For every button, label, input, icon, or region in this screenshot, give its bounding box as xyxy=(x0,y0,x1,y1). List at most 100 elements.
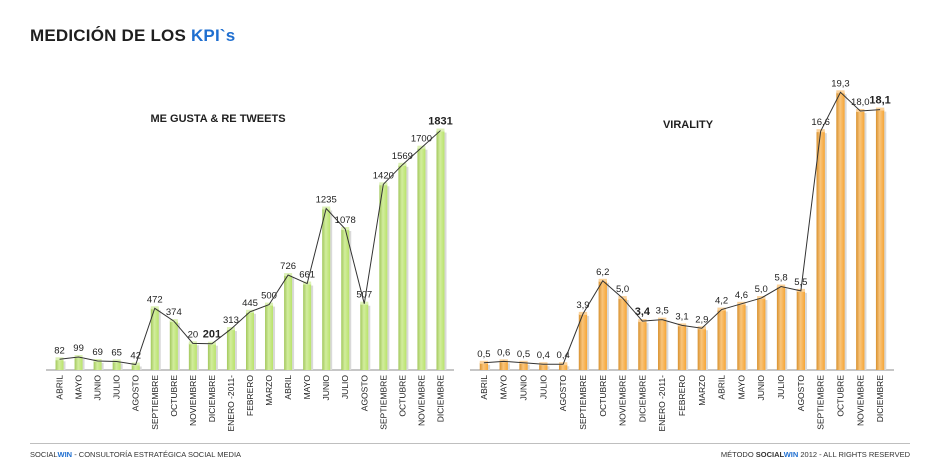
chart-0-bar xyxy=(265,304,274,370)
chart-0-category-label: JUNIO xyxy=(321,375,331,401)
chart-1-category-label: MAYO xyxy=(736,375,746,400)
chart-0-category-label: MARZO xyxy=(264,375,274,406)
chart-1-category-label: ABRIL xyxy=(479,375,489,400)
footer-right: MÉTODO SOCIALWIN 2012 - ALL RIGHTS RESER… xyxy=(721,450,910,459)
chart-0-category-label: DICIEMBRE xyxy=(207,375,217,423)
chart-1-bar xyxy=(677,325,687,370)
chart-1-category-label: MAYO xyxy=(499,375,509,400)
chart-0-value-label: 1420 xyxy=(373,170,394,181)
chart-1-bar xyxy=(796,290,806,370)
chart-1-value-label: 3,4 xyxy=(635,306,651,318)
footer: SOCIALWIN - CONSULTORÍA ESTRATÉGICA SOCI… xyxy=(30,443,910,459)
chart-0-bar xyxy=(246,311,254,370)
chart-0-category-label: AGOSTO xyxy=(131,375,141,412)
chart-1-bar xyxy=(816,131,825,370)
chart-0-value-label: 1235 xyxy=(316,195,337,206)
chart-0-category-label: NOVIEMBRE xyxy=(416,375,426,426)
chart-0-bar xyxy=(74,357,83,370)
chart-0-category-label: OCTUBRE xyxy=(169,375,179,417)
chart-0-bar xyxy=(341,229,350,370)
chart-0-category-label: JUNIO xyxy=(93,375,103,401)
chart-1-value-label: 16,6 xyxy=(811,117,830,128)
footer-left: SOCIALWIN - CONSULTORÍA ESTRATÉGICA SOCI… xyxy=(30,450,241,459)
chart-1-bar xyxy=(737,303,746,370)
chart-1-bar xyxy=(519,362,528,370)
chart-1-bar xyxy=(479,362,489,370)
chart-1-bar xyxy=(558,364,568,370)
chart-0-bar xyxy=(417,147,426,370)
footer-brand: SOCIAL xyxy=(30,450,58,459)
chart-1-bar xyxy=(658,319,667,370)
chart-1-value-label: 3,1 xyxy=(675,311,688,322)
chart-1-category-label: JUNIO xyxy=(519,375,529,401)
chart-0-category-label: DICIEMBRE xyxy=(435,375,445,423)
chart-0-value-label: 99 xyxy=(73,343,84,354)
chart-1-value-label: 0,6 xyxy=(497,347,510,358)
chart-0-bar xyxy=(303,283,312,370)
chart-1-category-label: NOVIEMBRE xyxy=(618,375,628,426)
chart-0-value-label: 445 xyxy=(242,298,258,309)
chart-0-bar xyxy=(379,184,388,370)
chart-0-value-label: 1831 xyxy=(428,116,452,128)
chart-0-category-label: OCTUBRE xyxy=(397,375,407,417)
chart-0-category-label: ABRIL xyxy=(283,375,293,400)
chart-1-category-label: JULIO xyxy=(776,375,786,399)
chart-1-value-label: 19,3 xyxy=(831,78,850,89)
chart-1-category-label: ABRIL xyxy=(717,375,727,400)
chart-0-value-label: 374 xyxy=(166,307,182,318)
chart-1-bar xyxy=(717,309,726,370)
chart-1-bar xyxy=(836,92,845,370)
footer-left-text: - CONSULTORÍA ESTRATÉGICA SOCIAL MEDIA xyxy=(72,450,242,459)
chart-0-bar xyxy=(207,343,216,370)
chart-0-bar xyxy=(169,321,178,370)
chart-0-category-label: MAYO xyxy=(302,375,312,400)
chart-0-category-label: ABRIL xyxy=(55,375,65,400)
chart-0-category-label: MAYO xyxy=(74,375,84,400)
chart-0-value-label: 661 xyxy=(299,270,315,281)
chart-0-category-label: ENERO -2011- xyxy=(226,375,236,432)
chart-1-bar xyxy=(776,286,786,370)
chart-0-value-label: 82 xyxy=(54,345,65,356)
chart-0-value-label: 507 xyxy=(356,290,372,301)
chart-0-bar xyxy=(55,359,64,370)
chart-1-category-label: OCTUBRE xyxy=(598,375,608,417)
page-title: MEDICIÓN DE LOS KPI`s xyxy=(30,26,235,46)
chart-1-category-label: SEPTIEMBRE xyxy=(816,375,826,430)
chart-0-value-label: 69 xyxy=(92,347,103,358)
chart-1-category-label: JULIO xyxy=(538,375,548,399)
footer-right-prefix: MÉTODO xyxy=(720,450,756,459)
chart-0-category-label: AGOSTO xyxy=(359,375,369,412)
chart-1-value-label: 5,0 xyxy=(755,284,768,295)
chart-1-bar xyxy=(757,298,766,370)
chart-0-value-label: 42 xyxy=(130,351,141,362)
chart-0-title: ME GUSTA & RE TWEETS xyxy=(150,113,285,125)
chart-0-bar xyxy=(360,303,369,370)
chart-1-value-label: 0,4 xyxy=(537,350,550,361)
chart-1-category-label: OCTUBRE xyxy=(835,375,845,417)
chart-0-bar xyxy=(226,329,235,370)
chart-0-value-label: 313 xyxy=(223,315,239,326)
chart-0-value-label: 472 xyxy=(147,294,163,305)
chart-1-category-label: NOVIEMBRE xyxy=(855,375,865,426)
kpi-charts: ME GUSTA & RE TWEETS 82 ABRIL 99 MAYO 69 JUNIO… xyxy=(46,78,894,432)
chart-0-value-label: 1569 xyxy=(392,151,413,162)
chart-1-value-label: 5,5 xyxy=(794,277,807,288)
chart-0-bar xyxy=(150,308,159,370)
footer-right-text: 2012 - ALL RIGHTS RESERVED xyxy=(798,450,910,459)
chart-1-bar xyxy=(499,361,508,370)
chart-0-value-label: 20 xyxy=(188,329,199,340)
chart-0-value-label: 726 xyxy=(280,261,296,272)
chart-1-bar xyxy=(618,298,627,370)
chart-0-bar xyxy=(131,364,140,370)
chart-0-value-label: 1078 xyxy=(335,215,356,226)
chart-0-category-label: JULIO xyxy=(340,375,350,399)
chart-1-value-label: 5,0 xyxy=(616,284,629,295)
chart-1-value-label: 3,5 xyxy=(656,306,669,317)
chart-1-value-label: 5,8 xyxy=(774,273,787,284)
chart-0-value-label: 65 xyxy=(111,348,122,359)
chart-1-value-label: 0,5 xyxy=(517,349,530,360)
chart-0-value-label: 500 xyxy=(261,291,277,302)
chart-1-bar-cap xyxy=(875,107,885,111)
chart-1-category-label: DICIEMBRE xyxy=(637,375,647,423)
chart-1-value-label: 0,5 xyxy=(477,349,490,360)
